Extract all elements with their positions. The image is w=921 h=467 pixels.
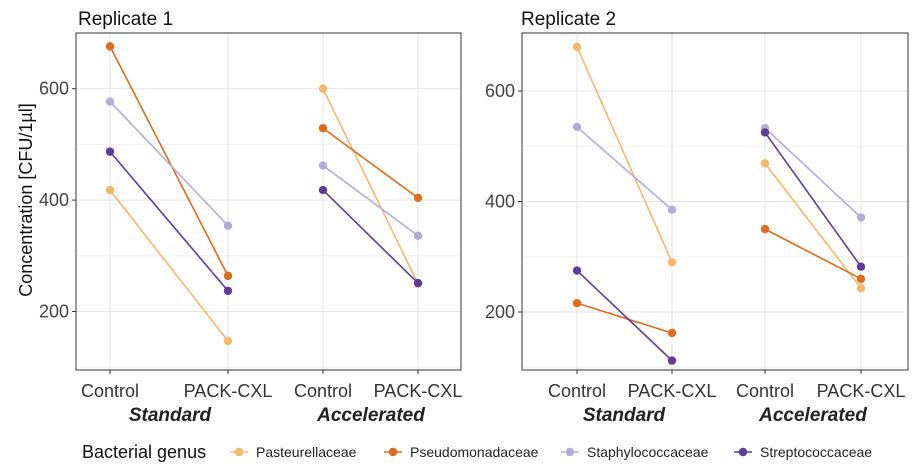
panel-title: Replicate 1 <box>78 9 173 30</box>
y-tick-label: 200 <box>485 302 515 322</box>
series-line-pseudomonadaceae-accelerated <box>764 228 862 280</box>
data-point-staphylococcaceae-standard <box>667 205 677 214</box>
data-point-pasteurellaceae-standard <box>667 258 677 267</box>
data-point-pseudomonadaceae-standard <box>223 271 233 281</box>
data-point-staphylococcaceae-standard <box>223 221 233 230</box>
data-point-pasteurellaceae-accelerated <box>856 284 866 293</box>
series-line-staphylococcaceae-accelerated <box>322 164 419 237</box>
data-point-streptococcaceae-accelerated <box>856 262 866 271</box>
legend-item-staphylococcaceae: Staphylococcaceae <box>561 444 709 460</box>
series-line-pseudomonadaceae-accelerated <box>322 127 419 199</box>
panel-replicate-2: Replicate 2 200 400 600 Control PACK-CXL Contr… <box>485 9 909 426</box>
series-line-streptococcaceae-accelerated <box>764 131 862 268</box>
data-point-streptococcaceae-standard <box>223 286 233 296</box>
legend-label: Streptococcaceae <box>760 444 872 460</box>
data-point-staphylococcaceae-accelerated <box>413 231 423 240</box>
panel-title: Replicate 2 <box>521 9 616 30</box>
legend-item-streptococcaceae: Streptococcaceae <box>734 444 872 460</box>
x-tick-label-control: Control <box>294 381 352 401</box>
legend-item-pasteurellaceae: Pasteurellaceae <box>230 444 357 460</box>
x-tick-label-pack-cxl: PACK-CXL <box>374 381 463 401</box>
plot-frame <box>521 32 909 371</box>
data-point-pasteurellaceae-accelerated <box>760 159 770 168</box>
x-tick-label-pack-cxl: PACK-CXL <box>184 381 273 401</box>
group-label-standard: Standard <box>583 405 666 426</box>
legend-label: Pseudomonadaceae <box>410 444 539 460</box>
series-line-pasteurellaceae-standard <box>109 189 229 342</box>
panel-replicate-1: Replicate 1 200 400 600 Control PACK-CXL Contr… <box>39 9 462 426</box>
data-point-pasteurellaceae-standard <box>105 185 115 195</box>
data-point-pseudomonadaceae-accelerated <box>413 193 423 203</box>
data-point-streptococcaceae-standard <box>667 356 677 365</box>
data-point-staphylococcaceae-accelerated <box>856 213 866 222</box>
data-point-pseudomonadaceae-accelerated <box>760 224 770 234</box>
data-point-staphylococcaceae-standard <box>105 97 115 106</box>
legend-label: Pasteurellaceae <box>256 444 357 460</box>
legend-key-point <box>388 447 398 457</box>
y-tick-label: 400 <box>485 192 515 212</box>
group-label-accelerated: Accelerated <box>316 405 425 426</box>
data-point-streptococcaceae-standard <box>572 266 582 275</box>
x-tick-label-control: Control <box>548 381 606 401</box>
data-point-pasteurellaceae-standard <box>223 336 233 346</box>
y-axis-title: Concentration [CFU/1µl] <box>16 103 36 296</box>
x-tick-label-control: Control <box>81 381 139 401</box>
legend-key-point <box>565 447 575 457</box>
data-point-pseudomonadaceae-standard <box>572 298 582 308</box>
series-line-streptococcaceae-standard <box>109 151 229 292</box>
legend-label: Staphylococcaceae <box>587 444 709 460</box>
data-point-streptococcaceae-accelerated <box>413 278 423 288</box>
data-point-pasteurellaceae-accelerated <box>318 84 328 93</box>
series-line-pseudomonadaceae-standard <box>576 302 673 334</box>
series-line-pasteurellaceae-standard <box>576 46 673 263</box>
data-point-pseudomonadaceae-standard <box>667 328 677 338</box>
x-tick-label-pack-cxl: PACK-CXL <box>817 381 906 401</box>
y-tick-label: 600 <box>39 79 69 99</box>
plot-frame <box>75 32 462 371</box>
y-tick-label: 400 <box>39 190 69 210</box>
legend: Bacterial genus Pasteurellaceae Pseudomona… <box>82 442 872 462</box>
series-line-staphylococcaceae-standard <box>576 126 673 211</box>
series-line-pseudomonadaceae-standard <box>109 46 229 277</box>
legend-key-point <box>234 447 244 457</box>
data-point-pseudomonadaceae-accelerated <box>856 274 866 284</box>
x-tick-label-pack-cxl: PACK-CXL <box>628 381 717 401</box>
plot-area <box>76 33 461 370</box>
series-line-staphylococcaceae-accelerated <box>764 127 862 219</box>
data-point-pseudomonadaceae-standard <box>105 42 115 51</box>
data-point-pasteurellaceae-standard <box>572 42 582 52</box>
legend-key-point <box>738 447 748 457</box>
data-point-staphylococcaceae-standard <box>572 122 582 132</box>
series-line-streptococcaceae-accelerated <box>322 189 419 284</box>
data-point-pseudomonadaceae-accelerated <box>318 124 328 133</box>
series-line-pasteurellaceae-accelerated <box>322 88 419 285</box>
y-tick-label: 200 <box>39 302 69 322</box>
y-tick-label: 600 <box>485 81 515 101</box>
x-tick-label-control: Control <box>736 381 794 401</box>
data-point-staphylococcaceae-accelerated <box>318 161 328 170</box>
series-line-staphylococcaceae-standard <box>109 100 229 227</box>
data-point-streptococcaceae-accelerated <box>318 185 328 195</box>
data-point-streptococcaceae-accelerated <box>760 128 770 137</box>
data-point-streptococcaceae-standard <box>105 147 115 156</box>
series-line-streptococcaceae-standard <box>576 269 673 362</box>
group-label-accelerated: Accelerated <box>758 405 867 426</box>
legend-item-pseudomonadaceae: Pseudomonadaceae <box>384 444 539 460</box>
series-line-pasteurellaceae-accelerated <box>764 162 862 289</box>
group-label-standard: Standard <box>129 405 212 426</box>
legend-title: Bacterial genus <box>82 442 206 462</box>
